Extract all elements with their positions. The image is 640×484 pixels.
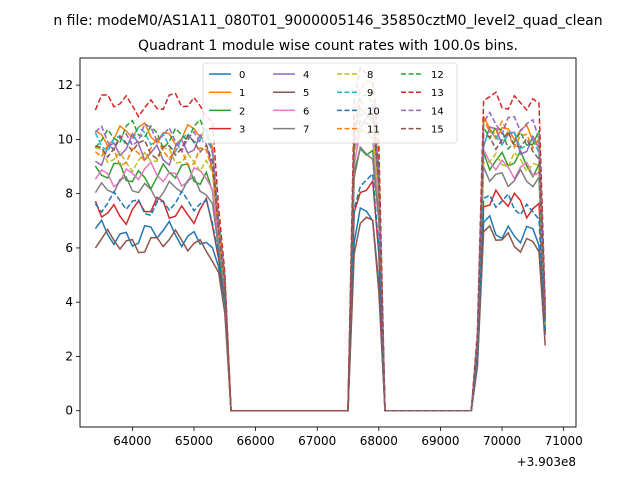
axes-frame xyxy=(79,57,577,428)
figure-suptitle: n file: modeM0/AS1A11_080T01_9000005146_… xyxy=(53,13,602,29)
y-tick-label: 6 xyxy=(65,241,73,255)
x-offset-label: +3.903e8 xyxy=(517,455,576,469)
x-tick-label: 69000 xyxy=(421,434,459,448)
x-tick-label: 65000 xyxy=(175,434,213,448)
legend-label-11: 11 xyxy=(367,125,380,136)
x-tick-label: 68000 xyxy=(360,434,398,448)
legend-label-10: 10 xyxy=(367,106,380,117)
x-tick-label: 70000 xyxy=(483,434,521,448)
plot-area: 64000 65000 66000 67000 68000 69000 70000 71000… xyxy=(58,57,583,448)
x-tick-label: 71000 xyxy=(545,434,583,448)
y-tick-label: 4 xyxy=(65,295,73,309)
series-line-10 xyxy=(94,172,546,412)
y-tick-label: 10 xyxy=(58,132,73,146)
legend-label-12: 12 xyxy=(431,70,444,81)
x-tick-label: 64000 xyxy=(113,434,151,448)
series-line-11 xyxy=(94,80,546,412)
legend-label-9: 9 xyxy=(367,88,373,99)
legend-label-2: 2 xyxy=(239,106,245,117)
y-tick-label: 2 xyxy=(65,349,73,363)
legend-label-5: 5 xyxy=(303,88,309,99)
legend-box xyxy=(202,62,458,144)
x-tick-label: 67000 xyxy=(298,434,336,448)
legend-label-7: 7 xyxy=(303,125,309,136)
y-tick-label: 8 xyxy=(65,187,73,201)
legend-label-6: 6 xyxy=(303,106,309,117)
legend-label-4: 4 xyxy=(303,70,309,81)
legend-label-15: 15 xyxy=(431,125,444,136)
legend-label-1: 1 xyxy=(239,88,245,99)
legend-label-13: 13 xyxy=(431,88,444,99)
legend-label-0: 0 xyxy=(239,70,245,81)
series-line-15 xyxy=(95,115,546,412)
x-tick-label: 66000 xyxy=(237,434,275,448)
y-tick-label: 0 xyxy=(65,404,73,418)
legend-label-14: 14 xyxy=(431,106,444,117)
legend-label-8: 8 xyxy=(367,70,373,81)
chart-title: Quadrant 1 module wise count rates with … xyxy=(138,38,518,54)
y-tick-label: 12 xyxy=(58,78,73,92)
legend-label-3: 3 xyxy=(239,125,245,136)
